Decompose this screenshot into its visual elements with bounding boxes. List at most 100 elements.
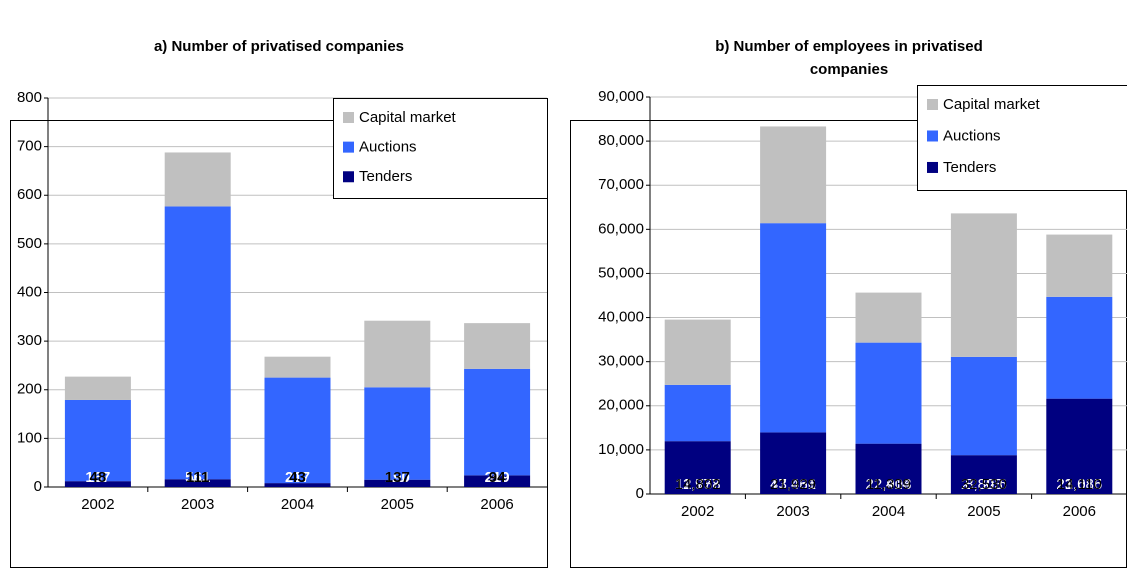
bar-segment [855, 342, 922, 444]
x-tick-label: 2005 [381, 496, 414, 513]
bar-segment [664, 319, 731, 385]
legend-swatch [927, 99, 938, 110]
bar-segment [464, 323, 531, 369]
bar-segment [664, 384, 731, 442]
legend-box [917, 85, 1127, 191]
bar-segment [264, 377, 331, 484]
legend-label: Auctions [943, 127, 1001, 144]
chart-title: b) Number of employees in privatised comp… [715, 38, 983, 78]
data-label: 22,286 [961, 476, 1007, 493]
x-tick-label: 2003 [776, 503, 809, 520]
data-label: 94 [489, 469, 506, 486]
y-tick-label: 400 [17, 283, 42, 300]
data-label: 21,616 [1056, 476, 1102, 493]
data-label: 14,802 [675, 476, 721, 493]
data-label: 167 [85, 469, 110, 486]
x-tick-label: 2005 [967, 503, 1000, 520]
bar-segment [855, 443, 922, 494]
bar-segment [464, 475, 531, 487]
data-label: 32,530 [961, 476, 1007, 493]
data-label: 22,903 [866, 476, 912, 493]
legend-label: Capital market [943, 96, 1041, 113]
bar-segment [760, 126, 827, 224]
bar-segment [164, 152, 231, 207]
y-tick-label: 300 [17, 332, 42, 349]
data-label: 561 [185, 469, 210, 486]
bar-segment [664, 441, 731, 494]
bar-segment [855, 292, 922, 343]
x-tick-label: 2004 [872, 503, 905, 520]
chart-frame [570, 120, 1127, 568]
y-tick-label: 600 [17, 186, 42, 203]
bar-segment [950, 356, 1017, 456]
bar-segment [1046, 234, 1113, 297]
data-label: 111 [186, 469, 209, 486]
y-tick-label: 70,000 [598, 176, 644, 193]
legend-swatch [343, 171, 354, 183]
y-tick-label: 80,000 [598, 132, 644, 149]
bar-segment [950, 455, 1017, 494]
bar-segment [164, 206, 231, 480]
bar-segment [760, 223, 827, 433]
y-tick-label: 200 [17, 381, 42, 398]
data-label: 43 [289, 469, 306, 486]
bar-segment [64, 481, 131, 487]
legend-swatch [927, 161, 938, 173]
y-tick-label: 90,000 [598, 88, 644, 105]
legend-swatch [927, 130, 938, 142]
x-tick-label: 2002 [81, 496, 114, 513]
legend-label: Tenders [359, 168, 412, 185]
legend-label: Tenders [943, 159, 996, 176]
data-label: 11,339 [866, 476, 911, 493]
y-tick-label: 60,000 [598, 220, 644, 237]
data-label: 14,110 [1057, 476, 1102, 493]
bar-segment [464, 368, 531, 476]
legend-label: Capital market [359, 109, 457, 126]
bar-segment [1046, 398, 1113, 494]
data-label: 13,966 [770, 476, 816, 493]
y-tick-label: 700 [17, 138, 42, 155]
legend-box [333, 98, 548, 199]
y-tick-label: 40,000 [598, 309, 644, 326]
bar-segment [760, 432, 827, 494]
x-tick-label: 2002 [681, 503, 714, 520]
x-tick-label: 2003 [181, 496, 214, 513]
y-tick-label: 0 [34, 478, 42, 495]
data-label: 21,929 [770, 476, 816, 493]
data-label: 23,085 [1056, 476, 1102, 493]
y-tick-label: 500 [17, 235, 42, 252]
data-label: 48 [90, 469, 107, 486]
data-label: 219 [485, 469, 510, 486]
y-tick-label: 0 [636, 485, 644, 502]
y-tick-label: 50,000 [598, 264, 644, 281]
bar-segment [264, 356, 331, 378]
bar-segment [64, 399, 131, 482]
bar-segment [950, 213, 1017, 357]
x-tick-label: 2006 [1063, 503, 1096, 520]
y-tick-label: 20,000 [598, 397, 644, 414]
data-label: 217 [285, 469, 310, 486]
bar-segment [364, 387, 431, 480]
bar-segment [164, 479, 231, 487]
y-tick-label: 30,000 [598, 353, 644, 370]
data-label: 8,803 [965, 476, 1003, 493]
data-label: 11,414 [866, 476, 911, 493]
y-tick-label: 10,000 [598, 441, 644, 458]
data-label: 12,758 [675, 476, 721, 493]
legend-label: Auctions [359, 139, 417, 156]
legend-swatch [343, 112, 354, 123]
data-label: 47,431 [770, 476, 816, 493]
y-tick-label: 100 [17, 429, 42, 446]
bar-segment [364, 320, 431, 388]
bar-segment [64, 376, 131, 400]
x-tick-label: 2004 [281, 496, 314, 513]
chart-title: a) Number of privatised companies [154, 38, 404, 55]
data-label: 11,977 [675, 476, 720, 493]
data-label: 137 [385, 469, 410, 486]
bar-segment [264, 483, 331, 487]
data-label: 190 [385, 469, 410, 486]
bar-segment [364, 479, 431, 487]
y-tick-label: 800 [17, 89, 42, 106]
bar-segment [1046, 296, 1113, 399]
